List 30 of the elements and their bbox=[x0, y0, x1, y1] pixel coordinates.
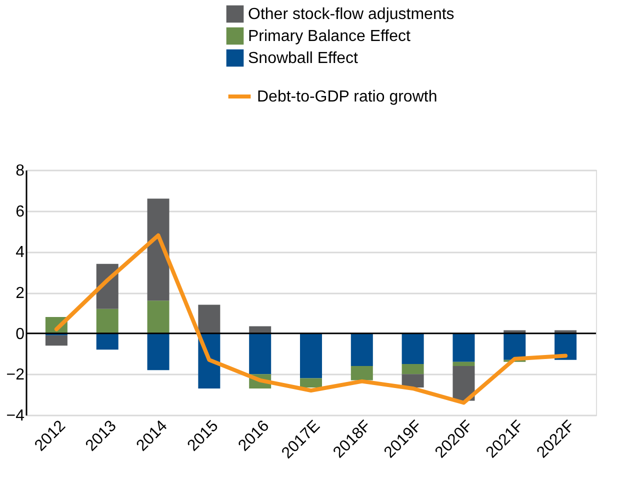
y-tick-label: −4 bbox=[6, 408, 25, 424]
legend-label: Debt-to-GDP ratio growth bbox=[257, 88, 438, 106]
bar bbox=[350, 333, 373, 366]
y-tick-label: 4 bbox=[16, 244, 25, 262]
bar bbox=[96, 308, 118, 334]
bar bbox=[452, 333, 475, 362]
bar bbox=[147, 300, 170, 334]
bar bbox=[452, 366, 475, 401]
y-tick-label: 8 bbox=[16, 162, 25, 180]
legend-label: Snowball Effect bbox=[248, 50, 359, 67]
legend-label: Primary Balance Effect bbox=[248, 28, 411, 45]
bar bbox=[350, 366, 373, 380]
bar bbox=[198, 304, 220, 334]
y-tick-label: 0 bbox=[16, 326, 25, 343]
line-series bbox=[54, 233, 568, 405]
bar bbox=[45, 335, 68, 346]
bar bbox=[147, 198, 170, 301]
bar bbox=[300, 378, 322, 388]
bar bbox=[300, 333, 322, 378]
legend-label: Other stock-flow adjustments bbox=[248, 6, 454, 23]
y-tick-label: 2 bbox=[16, 285, 25, 302]
bar bbox=[402, 374, 424, 388]
bar bbox=[402, 364, 424, 374]
bar bbox=[452, 362, 475, 366]
y-tick-label: −2 bbox=[6, 366, 25, 384]
y-tick-label: 6 bbox=[16, 203, 25, 220]
bar bbox=[249, 333, 272, 374]
bar bbox=[402, 333, 424, 364]
bar bbox=[96, 333, 118, 350]
bar bbox=[147, 333, 170, 370]
